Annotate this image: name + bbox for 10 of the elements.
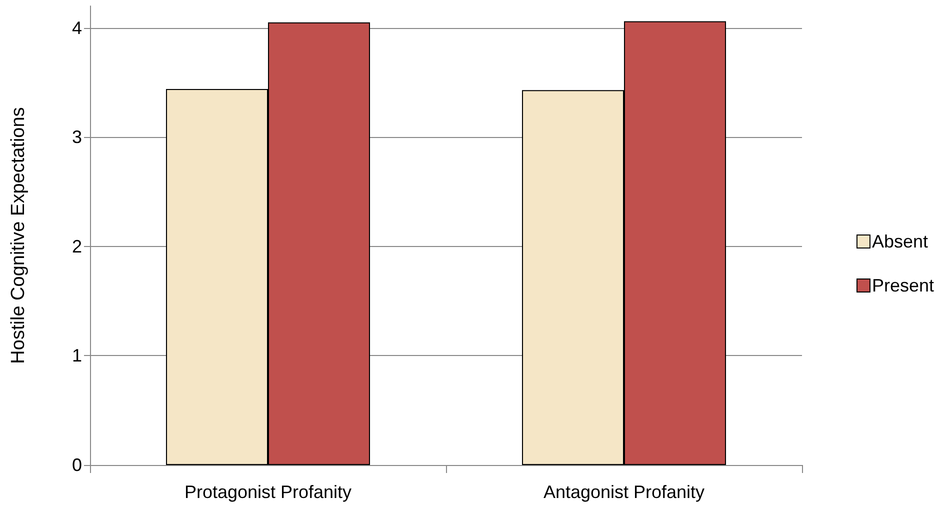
x-tick-label: Antagonist Profanity xyxy=(543,482,705,502)
y-axis-title: Hostile Cognitive Expectations xyxy=(8,107,29,364)
y-tick-label: 0 xyxy=(72,455,82,475)
y-tick-label: 1 xyxy=(72,346,82,366)
y-tick-label: 3 xyxy=(72,127,82,148)
x-tick-label: Protagonist Profanity xyxy=(184,482,352,502)
y-tick-label: 4 xyxy=(72,18,82,38)
legend-label: Absent xyxy=(872,232,928,252)
legend-label: Present xyxy=(872,276,934,296)
y-tick-label: 2 xyxy=(72,236,82,256)
